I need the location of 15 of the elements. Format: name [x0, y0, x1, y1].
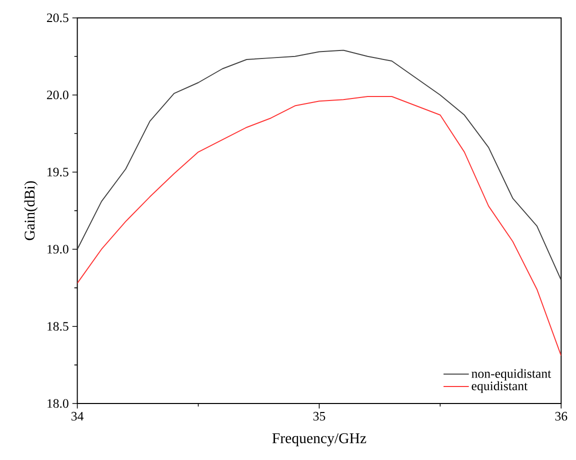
x-tick-label: 35 — [313, 412, 326, 421]
x-tick-label: 36 — [555, 412, 568, 421]
legend-label: equidistant — [472, 381, 528, 393]
line-series — [77, 50, 562, 281]
y-tick-label: 19.0 — [48, 244, 68, 254]
y-tick-label: 20.0 — [46, 90, 68, 100]
x-tick-label: 34 — [72, 412, 84, 421]
y-axis-title: Gain(dBi) — [24, 181, 38, 240]
y-tick-label: 18.0 — [48, 399, 68, 408]
y-tick-label: 18.5 — [48, 322, 68, 331]
y-tick-label: 19.5 — [48, 168, 68, 176]
x-axis-title: Frequency/GHz — [272, 433, 366, 446]
legend-label: non-equidistant — [472, 368, 552, 381]
line-series — [77, 96, 562, 356]
y-tick-label: 20.5 — [46, 13, 68, 22]
